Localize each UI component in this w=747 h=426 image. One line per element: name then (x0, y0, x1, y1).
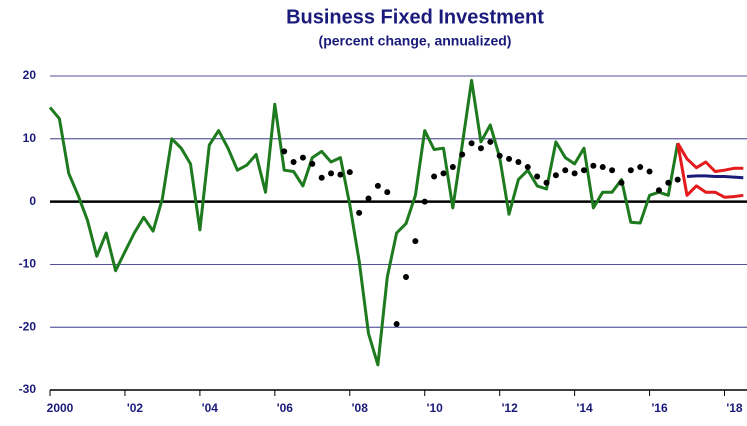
data-dot (627, 167, 634, 174)
x-tick-label: '16 (651, 401, 668, 415)
data-dot (534, 173, 541, 180)
x-tick-label: '06 (277, 401, 294, 415)
data-dot (562, 167, 569, 174)
data-dot (281, 148, 288, 155)
data-dot (431, 173, 438, 180)
x-tick-label: 2000 (47, 401, 74, 415)
data-dot (309, 160, 316, 167)
x-tick-label: '08 (352, 401, 369, 415)
y-tick-label: -30 (19, 382, 37, 396)
data-dot (393, 321, 400, 328)
x-tick-label: '18 (726, 401, 743, 415)
series-line (686, 174, 744, 180)
x-tick-label: '14 (577, 401, 594, 415)
data-dot (421, 198, 428, 205)
data-dot (524, 164, 531, 171)
data-dot (356, 209, 363, 216)
data-dot (571, 170, 578, 177)
x-tick-label: '12 (502, 401, 519, 415)
x-tick-label: '02 (127, 401, 144, 415)
y-tick-label: 0 (29, 194, 36, 208)
data-dot (637, 164, 644, 171)
data-dot (384, 189, 391, 196)
series-line (676, 142, 744, 199)
data-dot (374, 182, 381, 189)
y-tick-label: -10 (19, 257, 37, 271)
data-dot (580, 167, 587, 174)
data-dot (318, 174, 325, 181)
data-dot (590, 162, 597, 169)
data-dot (337, 171, 344, 178)
y-tick-label: 20 (23, 68, 37, 82)
data-dot (402, 273, 409, 280)
data-dot (299, 154, 306, 161)
data-dot (515, 159, 522, 166)
data-dot (346, 169, 353, 176)
data-dot (440, 170, 447, 177)
data-dot (496, 152, 503, 159)
data-dot (328, 170, 335, 177)
data-dot (468, 140, 475, 147)
data-dot (365, 195, 372, 202)
data-dot (618, 179, 625, 186)
chart-title: Business Fixed Investment (286, 6, 544, 28)
data-dot (412, 238, 419, 245)
data-dot (459, 151, 466, 158)
y-tick-label: -20 (19, 319, 37, 333)
data-dot (646, 168, 653, 175)
data-dot (543, 179, 550, 186)
data-dot (609, 167, 616, 174)
data-dot (674, 176, 681, 183)
data-dot (599, 164, 606, 171)
series-line (48, 78, 680, 367)
data-dot (449, 164, 456, 171)
data-dot (665, 179, 672, 186)
x-tick-label: '04 (202, 401, 219, 415)
series-line (676, 142, 744, 173)
data-dot (655, 187, 662, 194)
chart-subtitle: (percent change, annualized) (319, 33, 512, 49)
x-tick-label: '10 (427, 401, 444, 415)
y-tick-label: 10 (23, 131, 37, 145)
data-dot (552, 172, 559, 179)
data-dot (290, 159, 297, 166)
data-dot (477, 145, 484, 152)
data-dot (506, 155, 513, 162)
data-dot (487, 138, 494, 145)
